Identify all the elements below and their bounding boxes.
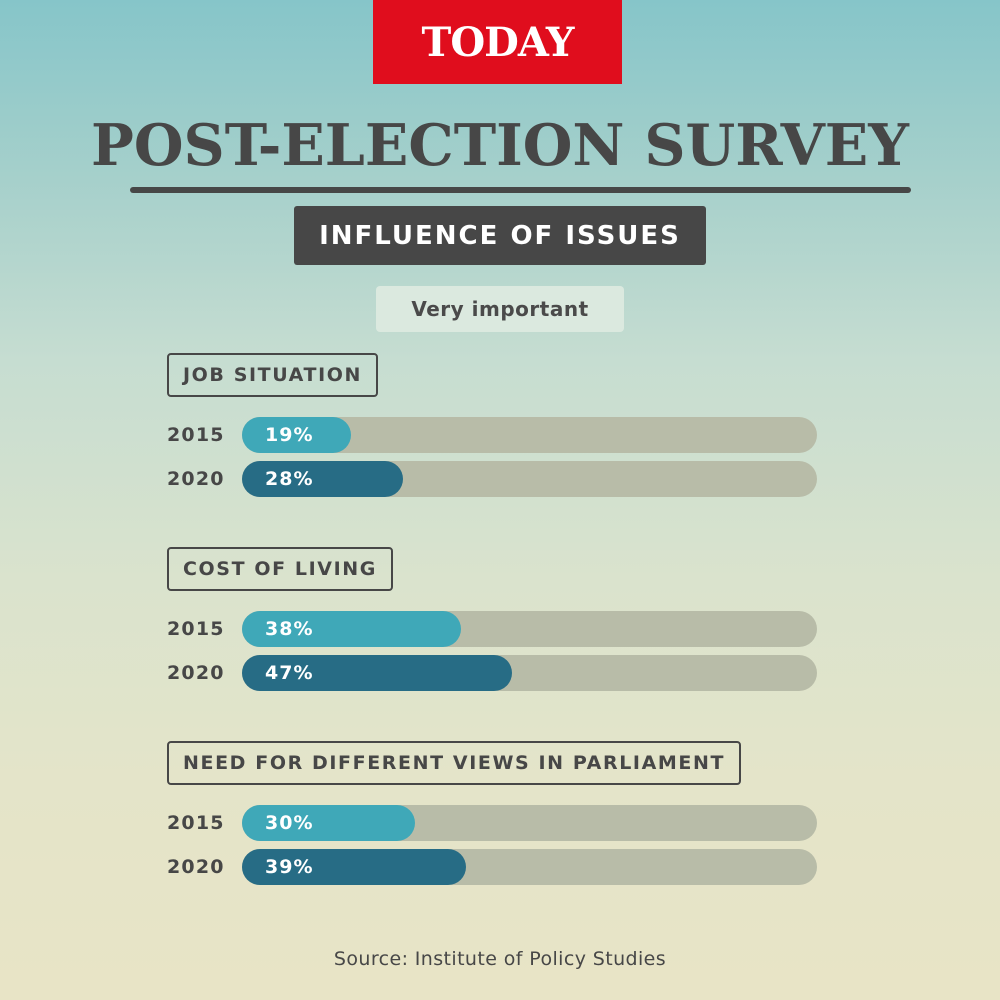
series-label: 2015 <box>167 812 225 834</box>
bar-value-label: 38% <box>265 618 314 640</box>
importance-filter-label: Very important <box>376 286 624 332</box>
today-logo: TODAY <box>373 0 622 84</box>
bar-track: 39% <box>242 849 817 885</box>
series-label: 2015 <box>167 424 225 446</box>
bar-value-label: 19% <box>265 424 314 446</box>
bar-track: 30% <box>242 805 817 841</box>
bar-row: 2015 19% <box>0 417 1000 453</box>
bar-value-label: 47% <box>265 662 314 684</box>
bar-row: 2015 38% <box>0 611 1000 647</box>
bar-value-label: 30% <box>265 812 314 834</box>
bar-fill: 39% <box>242 849 466 885</box>
bar-fill: 38% <box>242 611 461 647</box>
bar-fill: 19% <box>242 417 351 453</box>
page-title: POST-ELECTION SURVEY <box>91 112 909 179</box>
bar-track: 28% <box>242 461 817 497</box>
category-label: NEED FOR DIFFERENT VIEWS IN PARLIAMENT <box>167 741 742 785</box>
bar-value-label: 39% <box>265 856 314 878</box>
title-divider <box>130 187 911 193</box>
bar-track: 47% <box>242 655 817 691</box>
bar-fill: 28% <box>242 461 403 497</box>
bar-row: 2020 28% <box>0 461 1000 497</box>
source-note: Source: Institute of Policy Studies <box>333 948 667 970</box>
bar-row: 2015 30% <box>0 805 1000 841</box>
series-label: 2020 <box>167 856 225 878</box>
category-label: JOB SITUATION <box>167 353 378 397</box>
bar-row: 2020 39% <box>0 849 1000 885</box>
bar-track: 19% <box>242 417 817 453</box>
bar-fill: 30% <box>242 805 415 841</box>
series-label: 2015 <box>167 618 225 640</box>
series-label: 2020 <box>167 468 225 490</box>
category-label: COST OF LIVING <box>167 547 393 591</box>
chart-subtitle: INFLUENCE OF ISSUES <box>294 206 706 265</box>
bar-fill: 47% <box>242 655 512 691</box>
bar-row: 2020 47% <box>0 655 1000 691</box>
bar-track: 38% <box>242 611 817 647</box>
series-label: 2020 <box>167 662 225 684</box>
bar-value-label: 28% <box>265 468 314 490</box>
